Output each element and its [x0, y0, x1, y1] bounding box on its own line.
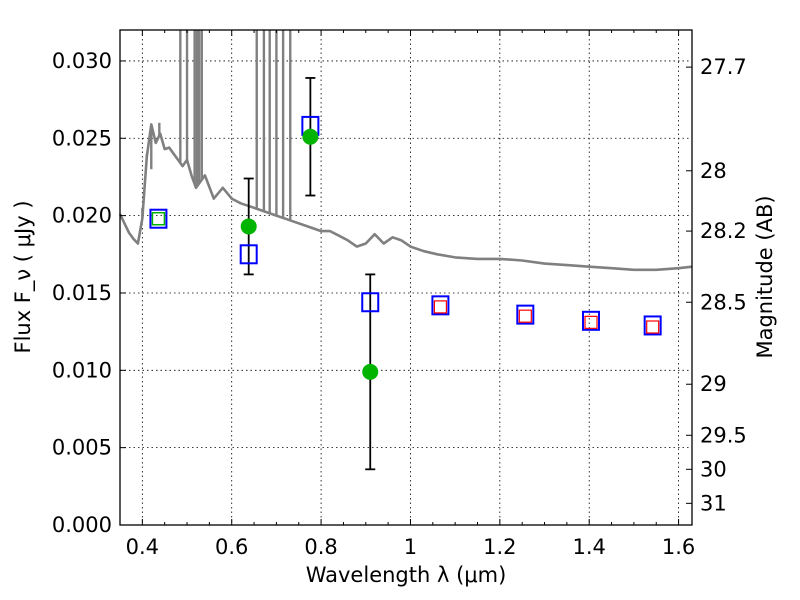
right-tick-label: 28.2: [700, 219, 747, 243]
y-tick-label: 0.025: [52, 126, 112, 150]
x-tick-label: 1.4: [573, 535, 606, 559]
blue-square-marker: [516, 304, 535, 325]
x-tick-label: 1: [404, 535, 417, 559]
sed-model-curve: [118, 123, 693, 272]
right-tick-label: 29: [700, 372, 727, 396]
x-axis-ticks: 0.4 0.6 0.8 1 1.2 1.4 1.6: [119, 30, 695, 559]
blue-square-marker: [431, 295, 450, 316]
green-circle-marker: [362, 363, 379, 380]
blue-square-marker: [361, 292, 380, 313]
x-tick-label: 0.6: [215, 535, 248, 559]
right-axis-label: Magnitude (AB): [753, 195, 777, 358]
red-square-marker: [518, 309, 532, 323]
y-axis-ticks: 0.000 0.005 0.010 0.015 0.020 0.025 0.030: [52, 49, 126, 537]
right-tick-label: 30: [700, 457, 727, 481]
green-square-marker: [151, 211, 166, 226]
right-axis-ticks: 27.7 28 28.2 28.5 29 29.5 30 31: [686, 55, 747, 515]
y-tick-label: 0.015: [52, 281, 112, 305]
red-square-marker: [646, 320, 660, 334]
photometry-markers: [149, 115, 662, 380]
y-tick-label: 0.020: [52, 204, 112, 228]
x-tick-label: 0.4: [126, 535, 159, 559]
right-tick-label: 27.7: [700, 55, 747, 79]
blue-square-marker: [149, 208, 168, 229]
y-tick-label: 0.005: [52, 436, 112, 460]
x-tick-label: 0.8: [304, 535, 337, 559]
grid: [120, 30, 692, 526]
blue-square-marker: [582, 310, 601, 331]
blue-square-marker: [239, 244, 258, 265]
red-square-marker: [433, 300, 448, 314]
y-axis-label: Flux F_ν ( μJy ): [11, 200, 36, 353]
x-axis-label: Wavelength λ (μm): [306, 563, 507, 587]
right-tick-label: 29.5: [700, 423, 747, 447]
green-circle-marker: [302, 128, 319, 145]
x-tick-label: 1.6: [662, 535, 695, 559]
y-tick-label: 0.010: [52, 358, 112, 382]
blue-square-marker: [643, 315, 662, 336]
right-tick-label: 28: [700, 159, 727, 183]
y-tick-label: 0.000: [52, 513, 112, 537]
x-tick-label: 1.2: [483, 535, 516, 559]
red-square-marker: [584, 315, 598, 329]
sed-model-spectrum: [118, 30, 693, 272]
right-tick-label: 28.5: [700, 290, 747, 314]
plot-frame: [119, 29, 693, 526]
right-tick-label: 31: [700, 491, 727, 515]
y-tick-label: 0.030: [52, 49, 112, 73]
green-circle-marker: [240, 218, 257, 235]
